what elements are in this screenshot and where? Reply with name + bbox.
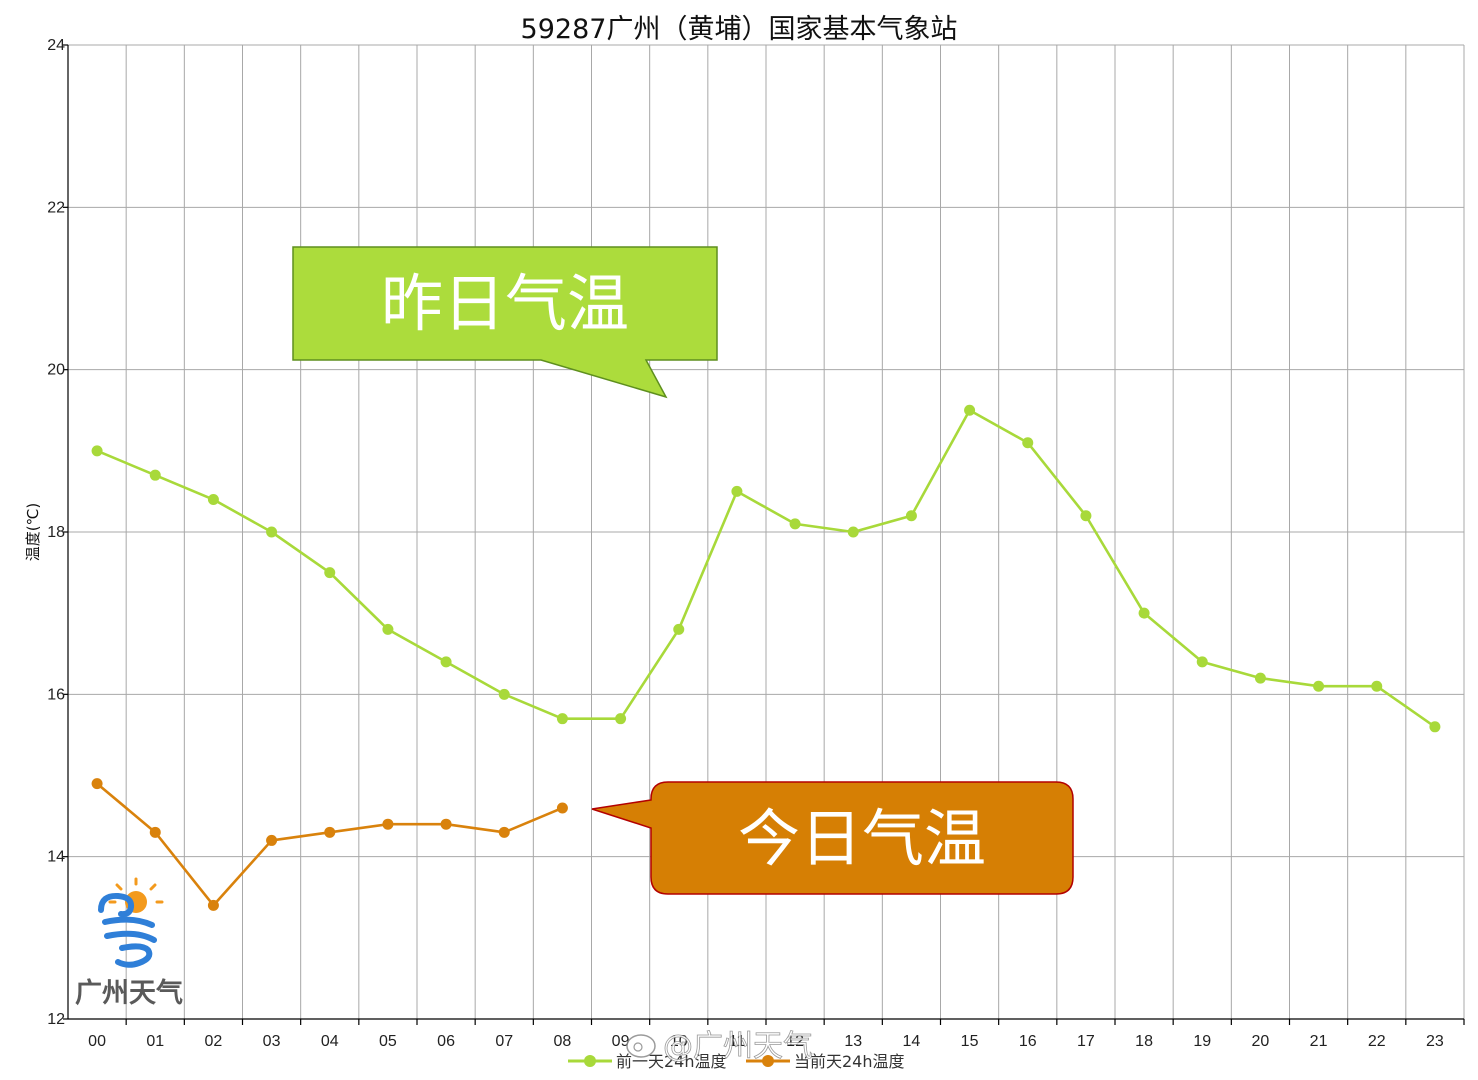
x-tick-label: 19 bbox=[1193, 1033, 1211, 1050]
data-point bbox=[324, 826, 336, 838]
data-point bbox=[440, 818, 452, 830]
data-point bbox=[91, 778, 103, 790]
data-point bbox=[382, 623, 394, 635]
data-point bbox=[382, 818, 394, 830]
series bbox=[91, 404, 1441, 911]
data-point bbox=[556, 713, 568, 725]
data-point bbox=[207, 494, 219, 506]
x-tick-label: 07 bbox=[495, 1033, 513, 1050]
x-tick-label: 04 bbox=[321, 1033, 339, 1050]
data-point bbox=[498, 826, 510, 838]
series-line-2 bbox=[96, 782, 563, 907]
weibo-watermark: @广州天气 bbox=[626, 1029, 813, 1064]
data-point bbox=[324, 567, 336, 579]
data-point bbox=[615, 713, 627, 725]
x-tick-label: 22 bbox=[1368, 1033, 1386, 1050]
x-tick-label: 01 bbox=[146, 1033, 164, 1050]
data-point bbox=[91, 445, 103, 457]
x-tick-label: 15 bbox=[961, 1033, 979, 1050]
callout-today-bubble bbox=[591, 781, 1074, 895]
x-tick-label: 13 bbox=[844, 1033, 862, 1050]
x-tick-label: 20 bbox=[1252, 1033, 1270, 1050]
data-point bbox=[1313, 680, 1325, 692]
data-point bbox=[556, 802, 568, 814]
data-point bbox=[1022, 437, 1034, 449]
callout-today: 今日气温 bbox=[591, 781, 1074, 895]
x-tick-label: 00 bbox=[88, 1033, 106, 1050]
x-tick-label: 02 bbox=[205, 1033, 223, 1050]
chart-title: 59287广州（黄埔）国家基本气象站 bbox=[521, 14, 958, 45]
x-tick-label: 08 bbox=[554, 1033, 572, 1050]
y-tick-labels: 12 14 16 18 20 22 24 bbox=[47, 37, 65, 1028]
data-point bbox=[905, 510, 917, 522]
sun-swirl-logo-icon bbox=[98, 877, 164, 968]
watermark-text: @广州天气 bbox=[663, 1029, 813, 1064]
legend-swatch-dot bbox=[762, 1055, 774, 1067]
y-tick-label: 22 bbox=[47, 199, 65, 216]
callout-yesterday: 昨日气温 bbox=[292, 246, 718, 399]
data-point bbox=[266, 526, 278, 538]
x-tick-label: 11 bbox=[729, 1033, 746, 1050]
data-point bbox=[673, 623, 685, 635]
y-tick-label: 14 bbox=[47, 849, 65, 866]
x-tick-label: 06 bbox=[437, 1033, 455, 1050]
x-tick-label: 05 bbox=[379, 1033, 397, 1050]
x-tick-label: 12 bbox=[786, 1033, 804, 1050]
data-point bbox=[149, 469, 161, 481]
data-point bbox=[1196, 656, 1208, 668]
data-point bbox=[149, 826, 161, 838]
data-point bbox=[731, 485, 743, 497]
data-point bbox=[498, 688, 510, 700]
data-point bbox=[207, 899, 219, 911]
data-point bbox=[1138, 607, 1150, 619]
x-tick-label: 18 bbox=[1135, 1033, 1153, 1050]
x-tick-label: 10 bbox=[670, 1033, 688, 1050]
data-point bbox=[847, 526, 859, 538]
data-point bbox=[440, 656, 452, 668]
data-point bbox=[964, 404, 976, 416]
x-tick-labels: 00 01 02 03 04 05 06 07 08 09 10 11 12 13 14 15 16 17 18 19… bbox=[88, 1033, 1444, 1050]
weibo-logo-icon bbox=[626, 1034, 656, 1058]
legend-swatch-dot bbox=[584, 1055, 596, 1067]
x-tick-label: 09 bbox=[612, 1033, 630, 1050]
series-line-1 bbox=[96, 408, 1436, 728]
data-point bbox=[266, 834, 278, 846]
y-tick-label: 16 bbox=[47, 686, 65, 703]
callout-today-label: 今日气温 bbox=[738, 802, 986, 875]
y-tick-label: 12 bbox=[47, 1011, 65, 1028]
y-tick-label: 18 bbox=[47, 524, 65, 541]
data-point bbox=[1429, 721, 1441, 733]
x-tick-label: 23 bbox=[1426, 1033, 1444, 1050]
legend-label: 当前天24h温度 bbox=[794, 1052, 905, 1071]
y-tick-label: 24 bbox=[47, 37, 65, 54]
x-tick-label: 14 bbox=[903, 1033, 921, 1050]
callout-yesterday-bubble bbox=[292, 246, 718, 399]
y-axis-label: 温度(℃) bbox=[24, 503, 42, 562]
data-point bbox=[1371, 680, 1383, 692]
x-tick-label: 17 bbox=[1077, 1033, 1095, 1050]
axes bbox=[63, 44, 1465, 1025]
x-tick-label: 21 bbox=[1310, 1033, 1328, 1050]
data-point bbox=[789, 518, 801, 530]
x-tick-label: 16 bbox=[1019, 1033, 1037, 1050]
callout-yesterday-label: 昨日气温 bbox=[381, 267, 629, 340]
x-tick-label: 03 bbox=[263, 1033, 281, 1050]
y-tick-label: 20 bbox=[47, 362, 65, 379]
data-point bbox=[1080, 510, 1092, 522]
logo-text: 广州天气 bbox=[75, 978, 183, 1009]
data-point bbox=[1254, 672, 1266, 684]
